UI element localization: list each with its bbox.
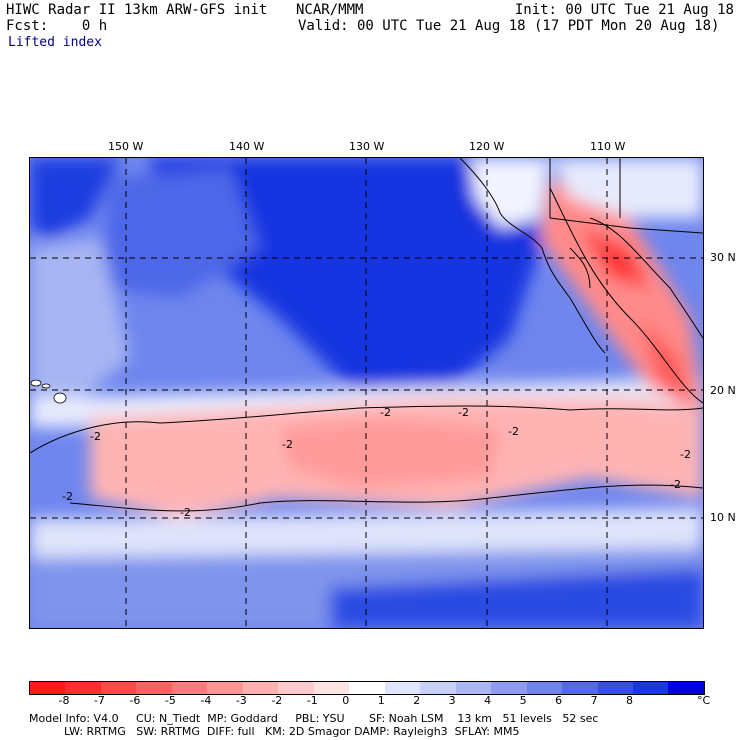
coastline <box>459 158 703 354</box>
colorbar-tick-label: 5 <box>519 694 527 707</box>
source-label: NCAR/MMM <box>296 2 364 18</box>
valid-time: Valid: 00 UTC Tue 21 Aug 18 (17 PDT Mon … <box>298 18 720 34</box>
contour-label: -2 <box>680 448 691 461</box>
lon-label-130w: 130 W <box>349 140 385 153</box>
contour-labels: -2 -2 -2 -2 -2 -2 -2 -2 -2 <box>62 406 691 519</box>
lat-label-30n: 30 N <box>710 251 736 264</box>
contour-label: -2 <box>380 406 391 419</box>
colorbar-tick-label: -4 <box>200 694 212 707</box>
model-title: HIWC Radar II 13km ARW-GFS init <box>6 2 268 18</box>
colorbar-swatch <box>100 682 137 694</box>
colorbar-tick-label: 3 <box>448 694 456 707</box>
colorbar-swatch <box>349 682 385 694</box>
colorbar-tick-label: -5 <box>164 694 176 707</box>
lifted-index-map: -2 -2 -2 -2 -2 -2 -2 -2 -2 <box>29 157 704 629</box>
lon-label-140w: 140 W <box>229 140 265 153</box>
colorbar-tick-label: 7 <box>590 694 598 707</box>
colorbar-swatch <box>30 682 66 694</box>
colorbar-swatch <box>278 682 314 694</box>
field-name: Lifted index <box>8 35 102 50</box>
colorbar-swatch <box>171 682 208 694</box>
colorbar-swatch <box>384 682 421 694</box>
colorbar <box>29 681 705 695</box>
colorbar-tick-label: -3 <box>235 694 247 707</box>
init-time: Init: 00 UTC Tue 21 Aug 18 <box>514 2 734 18</box>
colorbar-swatch <box>455 682 492 694</box>
colorbar-swatch <box>668 682 704 694</box>
contour-label: -2 <box>670 478 681 491</box>
contour-lines <box>30 187 703 512</box>
colorbar-tick-label: -7 <box>93 694 105 707</box>
colorbar-swatch <box>526 682 563 694</box>
contour-label: -2 <box>282 438 293 451</box>
contour-label: -2 <box>62 490 73 503</box>
colorbar-swatch <box>136 682 172 694</box>
lon-label-120w: 120 W <box>469 140 505 153</box>
colorbar-swatch <box>242 682 279 694</box>
colorbar-swatch <box>313 682 350 694</box>
map-canvas: -2 -2 -2 -2 -2 -2 -2 -2 -2 <box>30 158 703 628</box>
colorbar-swatch <box>65 682 101 694</box>
contour-label: -2 <box>180 506 191 519</box>
colorbar-tick-label: 1 <box>377 694 385 707</box>
contour-label: -2 <box>458 406 469 419</box>
colorbar-swatch <box>207 682 243 694</box>
colorbar-swatch <box>632 682 669 694</box>
lon-label-110w: 110 W <box>590 140 626 153</box>
contour-label: -2 <box>508 425 519 438</box>
colorbar-tick-label: 2 <box>413 694 421 707</box>
contour-label: -2 <box>90 430 101 443</box>
model-info-line2: LW: RRTMG SW: RRTMG DIFF: full KM: 2D Sm… <box>29 725 520 738</box>
lat-label-20n: 20 N <box>710 384 736 397</box>
forecast-hour: Fcst: 0 h <box>6 18 108 34</box>
colorbar-unit: °C <box>697 694 711 707</box>
graticule <box>30 158 703 628</box>
lat-label-10n: 10 N <box>710 511 736 524</box>
colorbar-tick-label: -6 <box>129 694 141 707</box>
colorbar-tick-label: 8 <box>626 694 634 707</box>
model-info-line1: Model Info: V4.0 CU: N_Tiedt MP: Goddard… <box>29 712 599 725</box>
colorbar-swatch <box>597 682 633 694</box>
colorbar-tick-label: -1 <box>306 694 318 707</box>
colorbar-tick-label: -8 <box>58 694 70 707</box>
lon-label-150w: 150 W <box>108 140 144 153</box>
colorbar-swatch <box>420 682 456 694</box>
colorbar-swatch <box>562 682 598 694</box>
colorbar-swatch <box>491 682 527 694</box>
hawaii-islands <box>30 379 67 404</box>
colorbar-tick-label: 0 <box>342 694 350 707</box>
colorbar-tick-label: 4 <box>484 694 492 707</box>
colorbar-tick-label: -2 <box>271 694 283 707</box>
colorbar-tick-label: 6 <box>555 694 563 707</box>
